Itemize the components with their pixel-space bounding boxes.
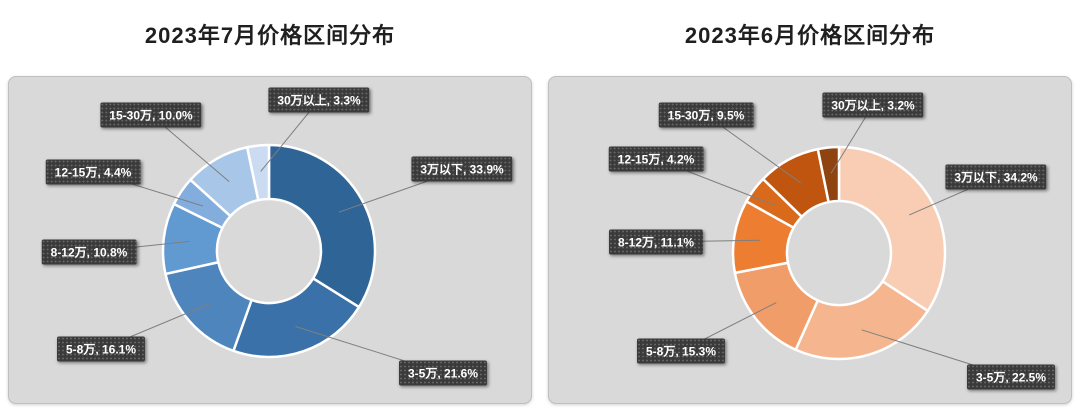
donut-slice-1-0 xyxy=(837,145,947,313)
slice-label-0-6: 30万以上, 3.3% xyxy=(268,87,370,113)
slice-label-0-4: 12-15万, 4.4% xyxy=(45,159,141,185)
chart-title-july: 2023年7月价格区间分布 xyxy=(144,23,396,48)
donut-chart-july xyxy=(88,99,463,374)
chart-title-june: 2023年6月价格区间分布 xyxy=(684,23,936,48)
slice-label-1-5: 15-30万, 9.5% xyxy=(658,102,754,128)
chart-section-july: 2023年7月价格区间分布 3万以下, 33.9% 3-5万, 21.6% 5-8万… xyxy=(0,16,540,419)
donut-slice-0-2 xyxy=(164,261,253,353)
donut-slice-0-6 xyxy=(245,143,271,202)
donut-slice-0-0 xyxy=(267,143,377,309)
slice-label-1-0: 3万以下, 34.2% xyxy=(945,164,1047,190)
slice-label-0-2: 5-8万, 16.1% xyxy=(56,336,146,362)
slice-label-0-5: 15-30万, 10.0% xyxy=(100,102,202,128)
slice-label-1-2: 5-8万, 15.3% xyxy=(636,338,726,364)
slice-label-0-3: 8-12万, 10.8% xyxy=(41,239,137,265)
slice-label-1-6: 30万以上, 3.2% xyxy=(822,92,924,118)
donut-slice-1-6 xyxy=(816,145,841,204)
chart-panel-june: 3万以下, 34.2% 3-5万, 22.5% 5-8万, 15.3% 8-12万, … xyxy=(548,76,1072,404)
chart-panel-july: 3万以下, 33.9% 3-5万, 21.6% 5-8万, 16.1% 8-12万, … xyxy=(8,76,532,404)
donut-slice-0-1 xyxy=(232,277,361,359)
slice-label-0-1: 3-5万, 21.6% xyxy=(398,360,488,386)
slice-label-1-4: 12-15万, 4.2% xyxy=(608,146,704,172)
donut-chart-june xyxy=(655,104,1012,378)
slice-label-1-3: 8-12万, 11.1% xyxy=(608,229,704,255)
slice-label-1-1: 3-5万, 22.5% xyxy=(966,364,1056,390)
chart-section-june: 2023年6月价格区间分布 3万以下, 34.2% 3-5万, 22.5% 5-8万… xyxy=(540,16,1080,419)
slice-label-0-0: 3万以下, 33.9% xyxy=(411,156,513,182)
